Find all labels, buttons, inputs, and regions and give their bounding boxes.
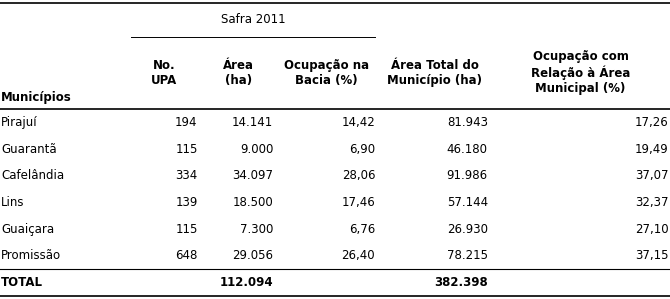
Text: 9.000: 9.000 <box>240 143 273 155</box>
Text: 37,15: 37,15 <box>635 249 669 263</box>
Text: 7.300: 7.300 <box>240 223 273 236</box>
Text: 26.930: 26.930 <box>447 223 488 236</box>
Text: 14,42: 14,42 <box>342 116 375 129</box>
Text: 6,90: 6,90 <box>349 143 375 155</box>
Text: Guarantã: Guarantã <box>1 143 57 155</box>
Text: Ocupação com
Relação à Área
Municipal (%): Ocupação com Relação à Área Municipal (%… <box>531 51 630 95</box>
Text: Área Total do
Município (ha): Área Total do Município (ha) <box>387 59 482 87</box>
Text: 46.180: 46.180 <box>447 143 488 155</box>
Text: Cafelândia: Cafelândia <box>1 169 64 182</box>
Text: 115: 115 <box>176 143 198 155</box>
Text: 194: 194 <box>175 116 198 129</box>
Text: 91.986: 91.986 <box>447 169 488 182</box>
Text: 57.144: 57.144 <box>447 196 488 209</box>
Text: 28,06: 28,06 <box>342 169 375 182</box>
Text: 14.141: 14.141 <box>232 116 273 129</box>
Text: Promissão: Promissão <box>1 249 62 263</box>
Text: 27,10: 27,10 <box>635 223 669 236</box>
Text: 37,07: 37,07 <box>635 169 669 182</box>
Text: 648: 648 <box>176 249 198 263</box>
Text: Área
(ha): Área (ha) <box>223 59 255 87</box>
Text: 334: 334 <box>176 169 198 182</box>
Text: Ocupação na
Bacia (%): Ocupação na Bacia (%) <box>284 59 369 87</box>
Text: TOTAL: TOTAL <box>1 276 44 289</box>
Text: 32,37: 32,37 <box>635 196 669 209</box>
Text: 382.398: 382.398 <box>434 276 488 289</box>
Text: 6,76: 6,76 <box>349 223 375 236</box>
Text: 115: 115 <box>176 223 198 236</box>
Text: Guaiçara: Guaiçara <box>1 223 54 236</box>
Text: Safra 2011: Safra 2011 <box>220 13 285 26</box>
Text: 17,26: 17,26 <box>635 116 669 129</box>
Text: 29.056: 29.056 <box>232 249 273 263</box>
Text: 139: 139 <box>176 196 198 209</box>
Text: Pirajuí: Pirajuí <box>1 116 38 129</box>
Text: 81.943: 81.943 <box>447 116 488 129</box>
Text: 26,40: 26,40 <box>342 249 375 263</box>
Text: 18.500: 18.500 <box>232 196 273 209</box>
Text: Lins: Lins <box>1 196 25 209</box>
Text: Municípios: Municípios <box>1 91 72 104</box>
Text: 34.097: 34.097 <box>232 169 273 182</box>
Text: No.
UPA: No. UPA <box>151 59 178 87</box>
Text: 78.215: 78.215 <box>447 249 488 263</box>
Text: 19,49: 19,49 <box>635 143 669 155</box>
Text: 17,46: 17,46 <box>342 196 375 209</box>
Text: 112.094: 112.094 <box>220 276 273 289</box>
